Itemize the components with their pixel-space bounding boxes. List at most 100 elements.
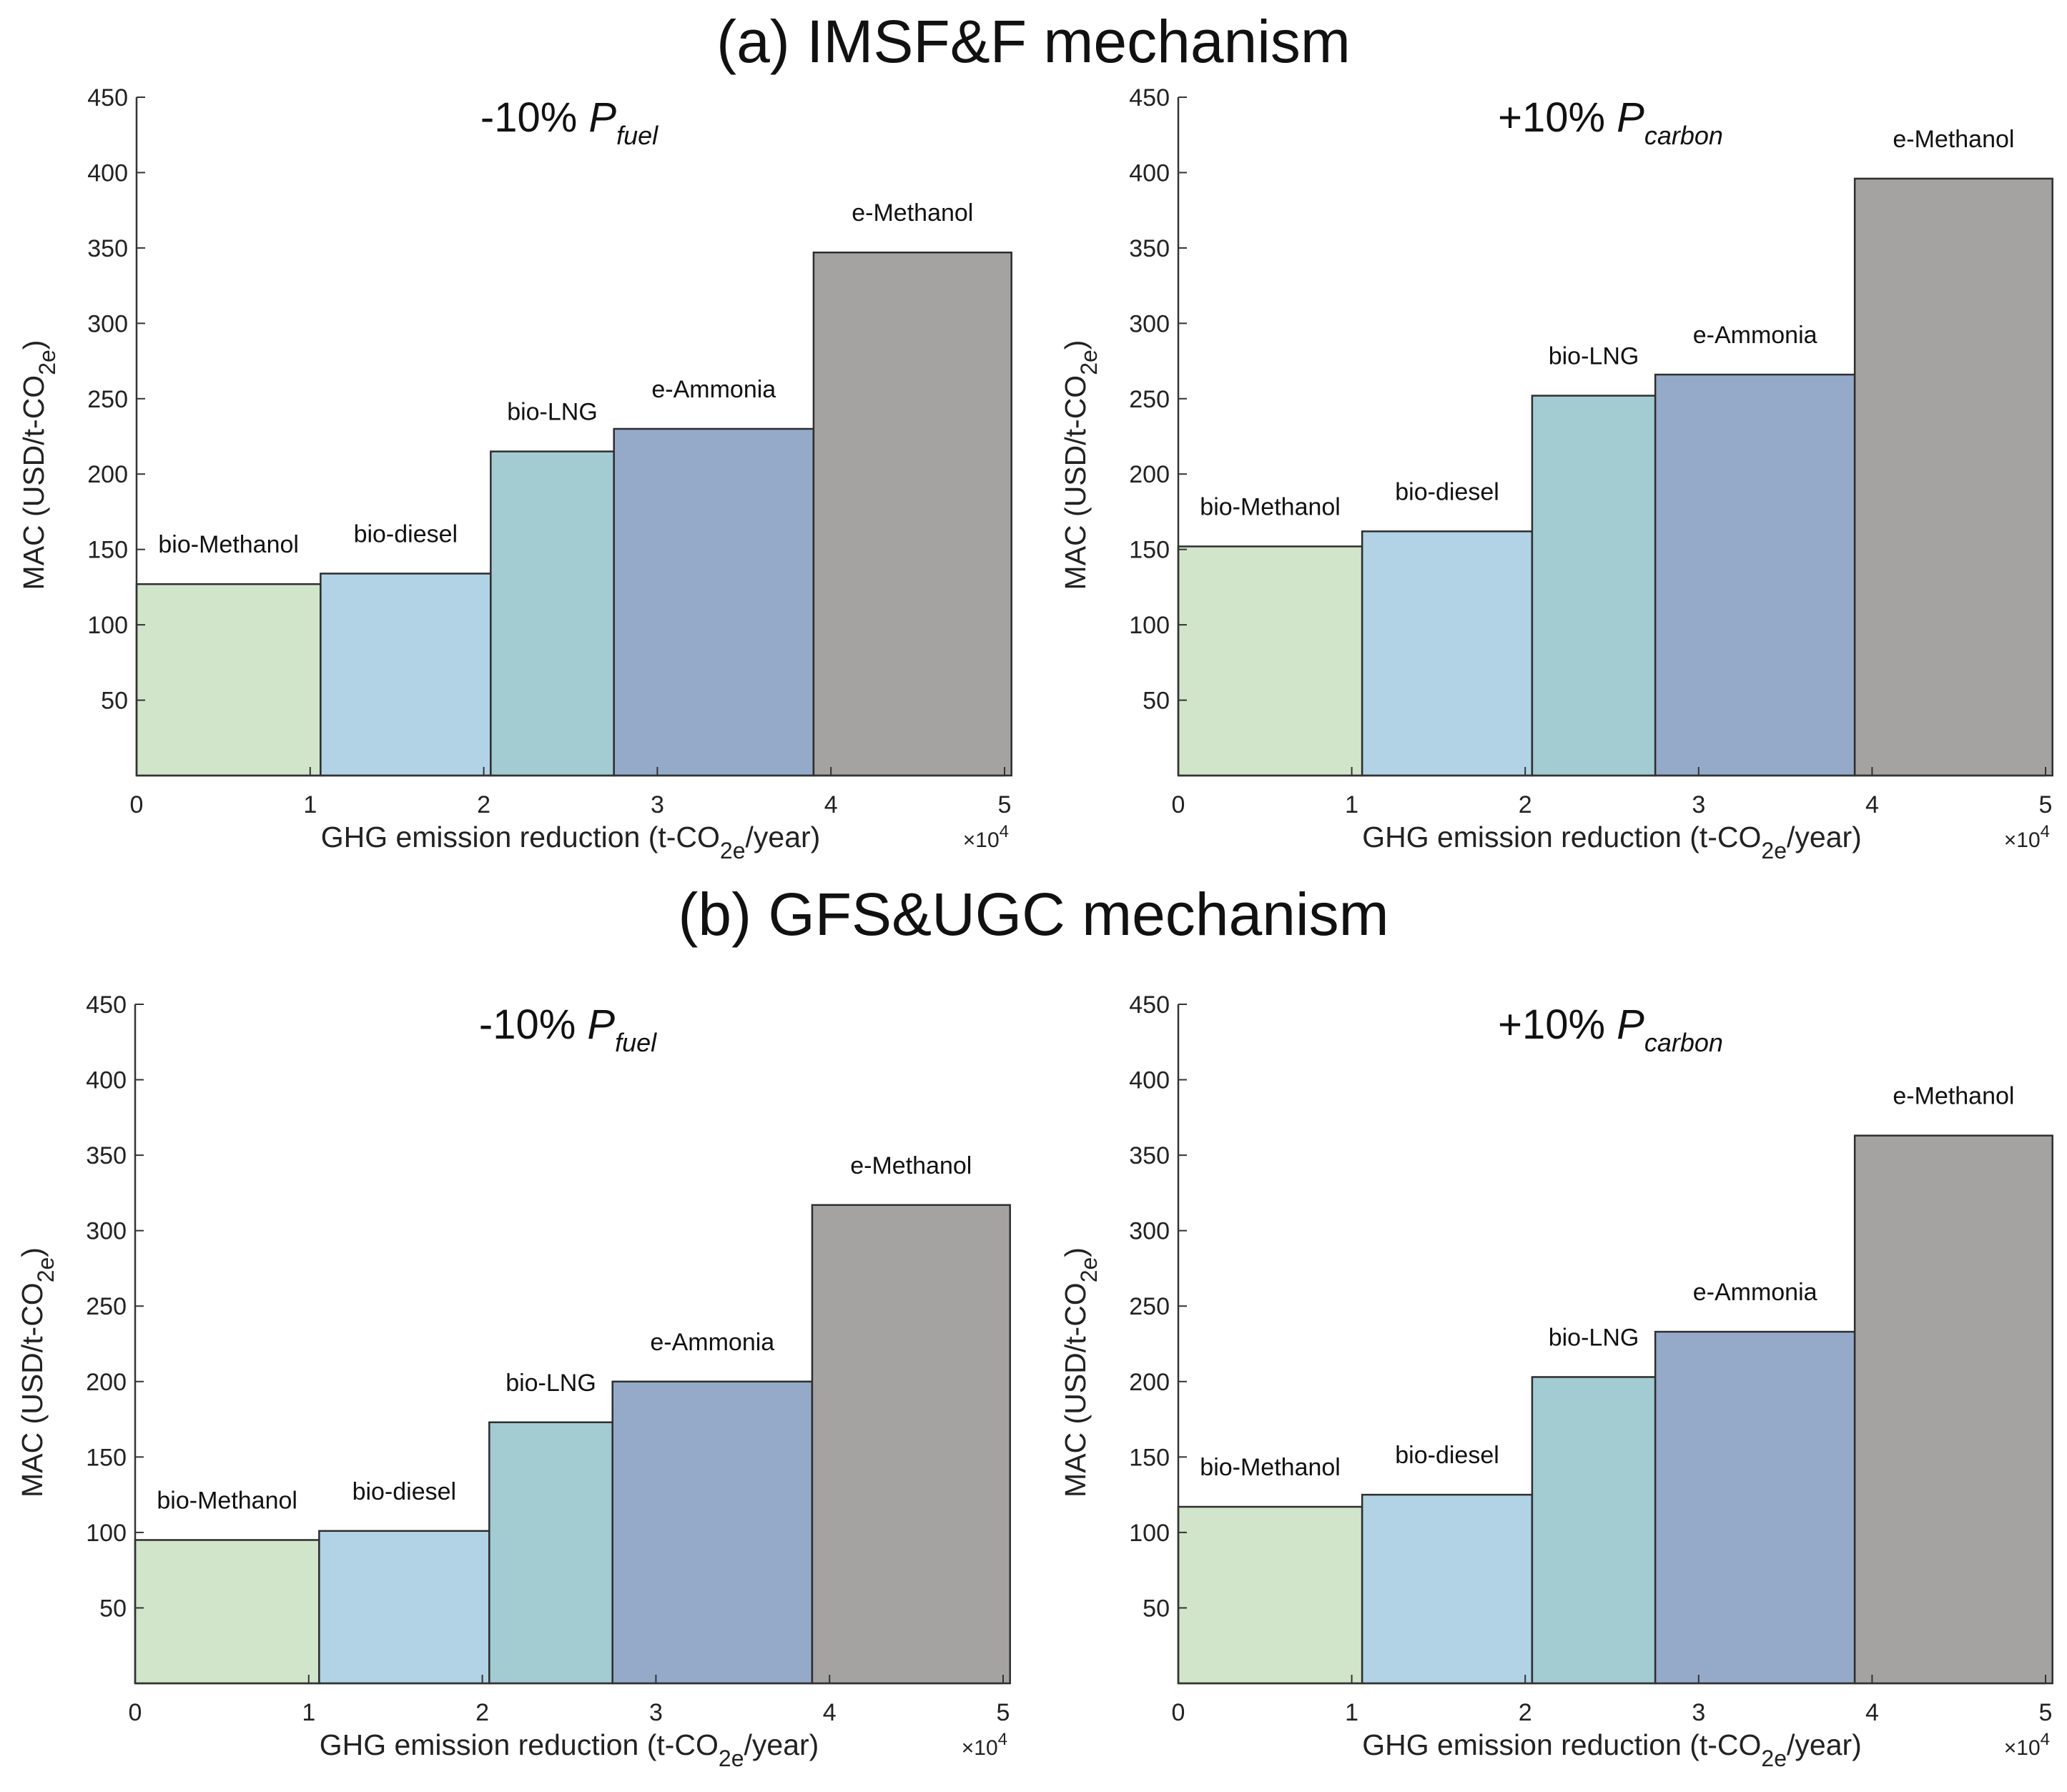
bar-label-e-methanol: e-Methanol <box>1893 1083 2014 1110</box>
y-tick-label: 250 <box>1129 386 1170 413</box>
y-tick-label: 400 <box>1129 159 1170 187</box>
y-tick-label: 450 <box>86 991 127 1019</box>
x-tick-label: 0 <box>1172 791 1185 818</box>
bar-e-methanol <box>1853 1134 2053 1685</box>
bar-bio-diesel <box>320 573 492 777</box>
chart-panel-4: bio-Methanol bio-diesel bio-LNG e-Ammonia e-… <box>1059 991 2053 1771</box>
bar-bio-methanol <box>1177 1505 1363 1685</box>
y-tick-label: 250 <box>86 1293 127 1320</box>
y-tick-label: 150 <box>86 1444 127 1471</box>
y-tick-label: 200 <box>86 1369 127 1396</box>
x-tick-label: 2 <box>1519 791 1532 818</box>
chart-panel-1: bio-Methanol bio-diesel bio-LNG e-Ammonia e-… <box>17 84 1012 863</box>
x-tick-label: 3 <box>649 1699 663 1726</box>
x-tick-label: 0 <box>129 1699 142 1726</box>
y-tick-label: 250 <box>1129 1293 1170 1320</box>
bar-e-ammonia <box>1654 1330 1856 1685</box>
y-tick-label: 300 <box>1129 1218 1170 1245</box>
x-axis-label: GHG emission reduction (t-CO2e/year) <box>1362 1728 1862 1771</box>
bar-e-methanol <box>811 1204 1011 1685</box>
bar-label-bio-lng: bio-LNG <box>1549 1324 1639 1351</box>
bar-label-e-ammonia: e-Ammonia <box>1693 1279 1817 1306</box>
y-tick-label: 450 <box>87 84 128 112</box>
bar-bio-methanol <box>135 583 322 777</box>
x-tick-label: 4 <box>824 791 838 818</box>
bar-label-bio-methanol: bio-Methanol <box>1200 493 1341 520</box>
bar-bio-methanol <box>134 1539 320 1685</box>
y-tick-label: 300 <box>87 310 128 337</box>
panel-title: -10% Pfuel <box>479 1001 657 1057</box>
y-axis-label: MAC (USD/t-CO2e) <box>1059 1247 1102 1498</box>
bar-label-bio-lng: bio-LNG <box>507 399 598 426</box>
x-tick-label: 1 <box>303 791 317 818</box>
x-tick-label: 3 <box>1692 1699 1705 1726</box>
bar-label-e-methanol: e-Methanol <box>850 1152 972 1179</box>
x-multiplier: ×104 <box>2004 822 2050 852</box>
y-axis-label: MAC (USD/t-CO2e) <box>1059 340 1102 590</box>
section-title-b: (b) GFS&UGC mechanism <box>678 881 1389 948</box>
bar-e-ammonia <box>613 427 815 777</box>
bar-bio-methanol <box>1177 545 1363 777</box>
y-tick-label: 100 <box>86 1520 127 1547</box>
y-tick-label: 350 <box>1129 235 1170 262</box>
x-axis-label: GHG emission reduction (t-CO2e/year) <box>320 1728 819 1771</box>
bar-bio-diesel <box>318 1530 490 1685</box>
bar-label-bio-methanol: bio-Methanol <box>158 531 299 558</box>
y-tick-label: 450 <box>1129 84 1170 112</box>
bar-label-e-methanol: e-Methanol <box>852 199 973 227</box>
x-axis-label: GHG emission reduction (t-CO2e/year) <box>1362 821 1862 863</box>
x-tick-label: 2 <box>1519 1699 1532 1726</box>
x-tick-label: 5 <box>2039 791 2053 818</box>
bar-label-e-ammonia: e-Ammonia <box>1693 322 1817 349</box>
x-tick-label: 2 <box>475 1699 489 1726</box>
y-tick-label: 350 <box>1129 1142 1170 1169</box>
y-tick-label: 150 <box>87 537 128 564</box>
bar-label-bio-diesel: bio-diesel <box>1395 1442 1499 1469</box>
y-tick-label: 50 <box>101 688 128 715</box>
bar-label-bio-methanol: bio-Methanol <box>1200 1454 1341 1481</box>
y-tick-label: 300 <box>86 1218 127 1245</box>
chart-panel-3: bio-Methanol bio-diesel bio-LNG e-Ammonia e-… <box>16 991 1011 1771</box>
bar-label-bio-lng: bio-LNG <box>1549 343 1639 370</box>
chart-panel-2: bio-Methanol bio-diesel bio-LNG e-Ammonia e-… <box>1059 84 2053 863</box>
y-tick-label: 200 <box>1129 461 1170 488</box>
bar-label-bio-lng: bio-LNG <box>505 1370 596 1397</box>
bar-bio-lng <box>488 1421 613 1685</box>
y-tick-label: 300 <box>1129 310 1170 337</box>
y-tick-label: 200 <box>87 461 128 488</box>
x-tick-label: 1 <box>1345 1699 1358 1726</box>
x-tick-label: 4 <box>1865 1699 1879 1726</box>
bar-label-bio-diesel: bio-diesel <box>354 520 458 548</box>
x-multiplier: ×104 <box>963 822 1009 852</box>
x-tick-label: 4 <box>823 1699 837 1726</box>
x-tick-label: 5 <box>997 1699 1010 1726</box>
x-tick-label: 0 <box>1172 1699 1185 1726</box>
x-tick-label: 3 <box>1692 791 1705 818</box>
y-tick-label: 150 <box>1129 1444 1170 1471</box>
x-tick-label: 3 <box>651 791 664 818</box>
y-tick-label: 400 <box>87 159 128 187</box>
bar-label-bio-methanol: bio-Methanol <box>157 1487 297 1514</box>
bar-bio-diesel <box>1361 1493 1534 1685</box>
section-title-a: (a) IMSF&F mechanism <box>716 8 1351 75</box>
y-tick-label: 100 <box>1129 1520 1170 1547</box>
panel-title: +10% Pcarbon <box>1498 1001 1723 1057</box>
x-multiplier: ×104 <box>2004 1730 2050 1760</box>
x-tick-label: 2 <box>477 791 490 818</box>
panel-title: +10% Pcarbon <box>1498 94 1723 150</box>
x-multiplier: ×104 <box>962 1730 1007 1760</box>
y-tick-label: 450 <box>1129 991 1170 1019</box>
y-tick-label: 250 <box>87 386 128 413</box>
bar-e-methanol <box>812 251 1012 777</box>
bar-bio-diesel <box>1361 530 1534 777</box>
y-axis-label: MAC (USD/t-CO2e) <box>16 1247 59 1498</box>
bar-label-e-methanol: e-Methanol <box>1893 126 2014 153</box>
y-tick-label: 400 <box>1129 1067 1170 1094</box>
bar-e-methanol <box>1853 177 2053 777</box>
y-tick-label: 350 <box>86 1142 127 1169</box>
y-tick-label: 350 <box>87 235 128 262</box>
x-tick-label: 4 <box>1865 791 1879 818</box>
bar-label-bio-diesel: bio-diesel <box>352 1478 457 1505</box>
y-tick-label: 400 <box>86 1067 127 1094</box>
